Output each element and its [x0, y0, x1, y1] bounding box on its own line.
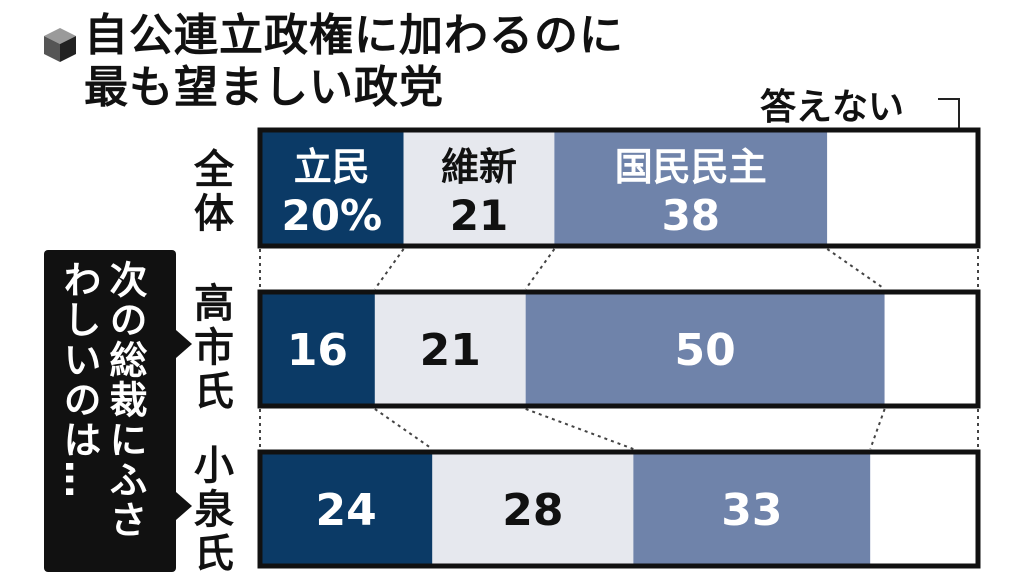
cube-icon	[44, 28, 76, 62]
title-line-2: 最も望ましい政党	[84, 62, 444, 113]
chart-title: 自公連立政権に加わるのに 最も望ましい政党	[84, 10, 624, 114]
category-label-takaichi: 高市氏	[187, 282, 233, 414]
data-label-全体-国民民主: 38	[662, 191, 720, 240]
bar-高市氏-維新	[374, 292, 526, 406]
data-label-高市氏-立民: 16	[287, 325, 348, 376]
bar-高市氏-国民民主	[525, 292, 885, 406]
bar-小泉氏-国民民主	[633, 452, 871, 566]
data-label-高市氏-維新: 21	[420, 325, 481, 376]
side-panel-arrow-koizumi	[176, 492, 192, 520]
side-panel	[44, 250, 176, 572]
bar-全体-維新	[403, 130, 555, 246]
connector-1-2	[869, 408, 886, 450]
connector-1-1	[525, 408, 634, 450]
data-label-全体-立民: 20%	[282, 191, 383, 240]
bar-frame-高市氏	[257, 289, 981, 409]
connector-0-0	[374, 248, 405, 290]
bar-高市氏-立民	[260, 292, 375, 406]
no-answer-leader-line	[938, 98, 960, 148]
bar-全体-答えない	[827, 130, 978, 246]
data-label-小泉氏-維新: 28	[502, 485, 563, 536]
bar-frame-全体	[257, 127, 981, 249]
connector-0-2	[826, 248, 886, 290]
bar-frame-小泉氏	[257, 449, 981, 569]
series-label-国民民主: 国民民主	[615, 145, 767, 189]
connector-0-1	[524, 248, 556, 290]
bar-全体-国民民主	[554, 130, 828, 246]
side-label-line-1: 次の総裁にふさ	[103, 260, 147, 540]
bar-全体-立民	[260, 130, 404, 246]
bar-小泉氏-維新	[432, 452, 634, 566]
bar-小泉氏-答えない	[870, 452, 978, 566]
title-line-1: 自公連立政権に加わるのに	[84, 10, 624, 61]
series-label-立民: 立民	[294, 145, 370, 189]
data-label-全体-維新: 21	[450, 191, 508, 240]
data-label-高市氏-国民民主: 50	[675, 325, 736, 376]
side-panel-arrow-takaichi	[176, 330, 192, 358]
legend-no-answer: 答えない	[760, 87, 905, 128]
bar-高市氏-答えない	[884, 292, 978, 406]
category-label-koizumi: 小泉氏	[187, 444, 233, 576]
series-label-維新: 維新	[441, 145, 517, 189]
connector-1-0	[374, 408, 433, 450]
bar-小泉氏-立民	[260, 452, 433, 566]
side-label-line-2: わしいのは…	[57, 260, 101, 500]
data-label-小泉氏-立民: 24	[316, 485, 377, 536]
category-label-all: 全体	[187, 148, 233, 236]
data-label-小泉氏-国民民主: 33	[721, 485, 782, 536]
